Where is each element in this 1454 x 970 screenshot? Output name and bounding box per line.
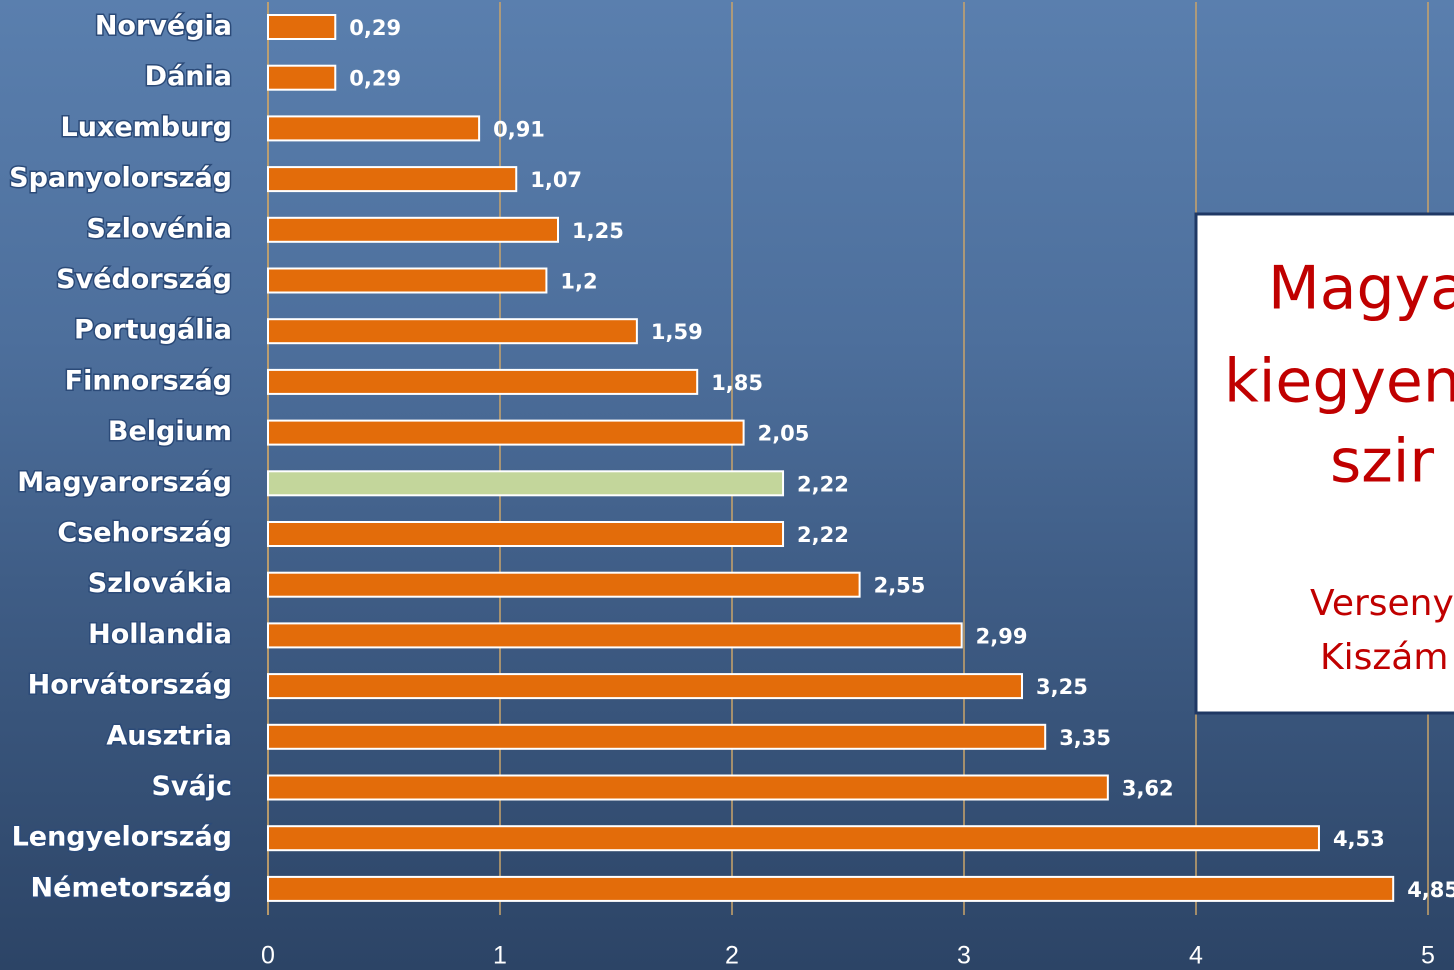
box-text: Verseny bbox=[1310, 583, 1454, 624]
y-tick-label: Hollandia bbox=[88, 619, 232, 650]
y-tick-label: Luxemburg bbox=[61, 112, 232, 143]
y-tick-label: Norvégia bbox=[95, 11, 232, 42]
y-tick-label: Dánia bbox=[145, 61, 232, 92]
annotation-box: Magya kiegyen szir Verseny Kiszám bbox=[1194, 212, 1454, 715]
bar bbox=[267, 723, 1047, 750]
bar bbox=[267, 216, 559, 243]
bar bbox=[267, 115, 481, 142]
y-tick-label: Spanyolország bbox=[9, 163, 232, 194]
box-text: Magya bbox=[1268, 254, 1454, 324]
bar bbox=[267, 673, 1023, 700]
y-tick-label: Szlovénia bbox=[86, 213, 232, 244]
x-tick-label: 2 bbox=[725, 942, 739, 970]
y-tick-label: Csehország bbox=[57, 518, 232, 549]
x-tick-label: 4 bbox=[1189, 942, 1203, 970]
bar bbox=[267, 875, 1395, 902]
y-tick-label: Finnország bbox=[65, 365, 232, 396]
y-tick-label: Magyarország bbox=[17, 467, 232, 498]
bar bbox=[267, 64, 337, 91]
bar bbox=[267, 825, 1320, 852]
value-label: 1,59 bbox=[651, 320, 703, 344]
y-tick-label: Ausztria bbox=[106, 720, 232, 751]
y-tick-label: Portugália bbox=[74, 315, 232, 346]
y-tick-label: Németország bbox=[31, 872, 232, 903]
value-label: 0,29 bbox=[349, 16, 401, 40]
y-tick-label: Lengyelország bbox=[12, 822, 232, 853]
value-label: 2,05 bbox=[758, 422, 810, 446]
bar bbox=[267, 419, 745, 446]
value-label: 4,53 bbox=[1333, 827, 1385, 851]
bar bbox=[267, 14, 337, 40]
x-tick-label: 5 bbox=[1421, 942, 1435, 970]
plot-area: 0 1 2 3 4 5 Norvégia 0,29 Dánia 0,29 Luxemburg 0,91… bbox=[8, 2, 1454, 970]
value-label: 2,22 bbox=[797, 523, 849, 547]
bar bbox=[267, 368, 699, 395]
value-label: 1,2 bbox=[560, 270, 597, 294]
x-tick-label: 3 bbox=[957, 942, 971, 970]
value-label: 3,62 bbox=[1122, 777, 1174, 801]
bar bbox=[267, 470, 785, 497]
box-frame bbox=[1194, 212, 1454, 715]
y-tick-label: Horvátország bbox=[28, 670, 232, 701]
bar bbox=[267, 521, 785, 547]
value-label: 2,22 bbox=[797, 472, 849, 496]
value-label: 1,85 bbox=[711, 371, 763, 395]
x-tick-label: 1 bbox=[493, 942, 507, 970]
value-label: 3,35 bbox=[1059, 726, 1111, 750]
y-tick-label: Szlovákia bbox=[88, 568, 232, 599]
y-tick-label: Svédország bbox=[56, 264, 232, 295]
value-label: 0,29 bbox=[349, 67, 401, 91]
box-text: Kiszám bbox=[1320, 637, 1448, 678]
bar bbox=[267, 571, 861, 598]
box-text: kiegyen bbox=[1224, 347, 1454, 417]
bar bbox=[267, 622, 963, 649]
y-tick-label: Belgium bbox=[108, 416, 232, 447]
bar bbox=[267, 166, 518, 193]
bar bbox=[267, 318, 638, 345]
y-tick-label: Svájc bbox=[151, 771, 232, 802]
box-text: szir bbox=[1330, 427, 1434, 497]
bar bbox=[267, 267, 548, 294]
value-label: 2,99 bbox=[976, 624, 1028, 648]
value-label: 1,07 bbox=[530, 168, 582, 192]
value-label: 3,25 bbox=[1036, 675, 1088, 699]
value-label: 2,55 bbox=[874, 574, 926, 598]
value-label: 4,85 bbox=[1407, 878, 1454, 902]
value-label: 0,91 bbox=[493, 117, 545, 141]
value-label: 1,25 bbox=[572, 219, 624, 243]
x-tick-label: 0 bbox=[261, 942, 275, 970]
bar bbox=[267, 774, 1109, 801]
